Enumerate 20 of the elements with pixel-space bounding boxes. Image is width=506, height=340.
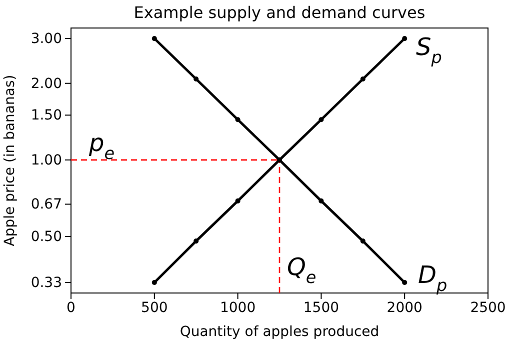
annotation: p$_{e}$	[88, 128, 115, 163]
y-tick-label: 1.00	[30, 152, 62, 168]
x-tick-label: 1500	[303, 300, 340, 316]
x-tick-label: 2500	[470, 300, 506, 316]
y-tick-label: 3.00	[30, 31, 62, 48]
chart-title: Example supply and demand curves	[134, 3, 426, 22]
y-axis-title: Apple price (in bananas)	[2, 74, 18, 246]
y-tick-label: 2.00	[30, 76, 62, 92]
annotation: S$_{p}$	[416, 32, 442, 67]
y-tick-label: 0.33	[30, 274, 62, 291]
y-tick-label: 0.67	[30, 196, 62, 213]
x-axis-title: Quantity of apples produced	[180, 324, 380, 340]
x-tick-label: 0	[66, 300, 76, 316]
annotation: Q$_{e}$	[287, 252, 316, 287]
x-tick-label: 2000	[386, 300, 422, 316]
y-tick-label: 0.50	[30, 229, 62, 246]
x-tick-label: 500	[141, 300, 168, 316]
annotation: D$_{p}$	[418, 260, 448, 295]
x-tick-label: 1000	[220, 300, 256, 316]
y-tick-label: 1.50	[30, 108, 62, 124]
